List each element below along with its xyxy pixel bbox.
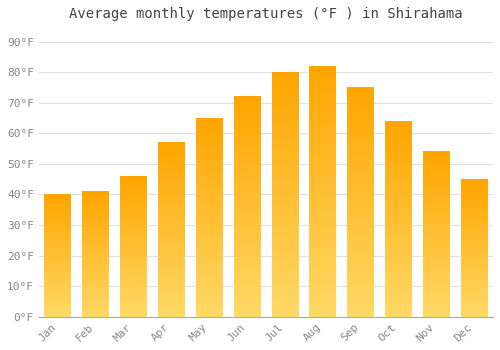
Title: Average monthly temperatures (°F ) in Shirahama: Average monthly temperatures (°F ) in Sh… [69, 7, 462, 21]
